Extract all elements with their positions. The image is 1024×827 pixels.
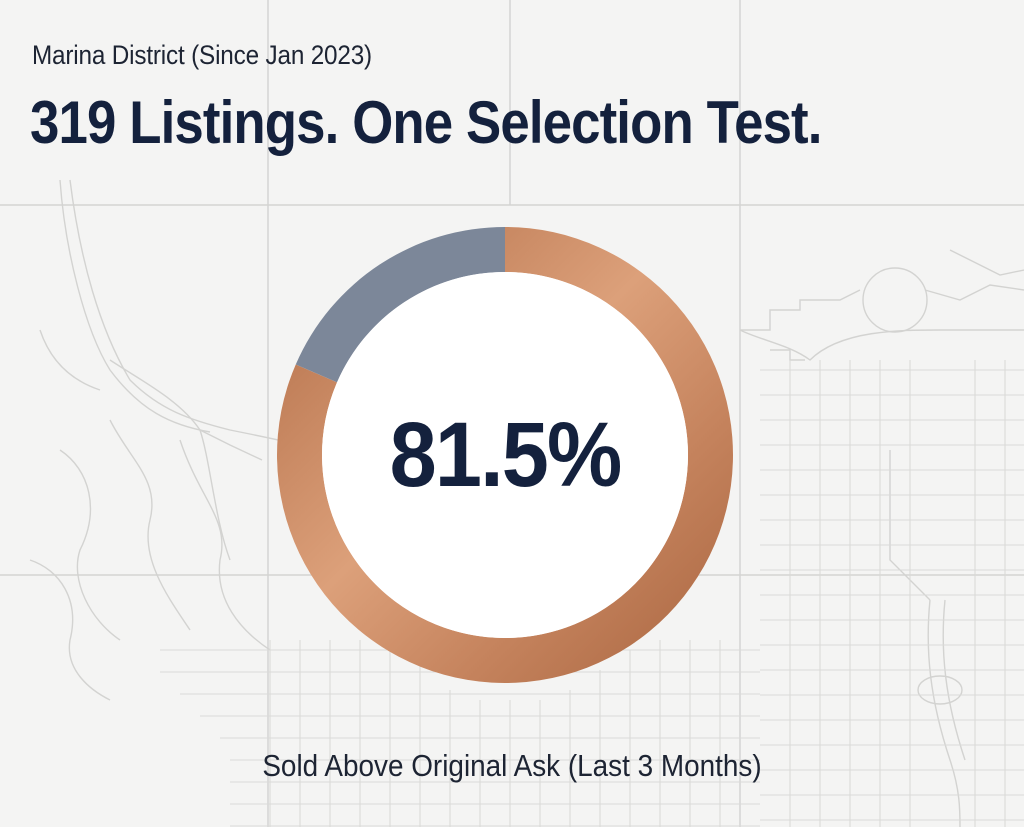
chart-title: 319 Listings. One Selection Test. bbox=[30, 89, 822, 156]
chart-caption: Sold Above Original Ask (Last 3 Months) bbox=[262, 748, 762, 783]
donut-chart bbox=[277, 227, 733, 683]
chart-subtitle: Marina District (Since Jan 2023) bbox=[32, 40, 372, 70]
center-value-label: 81.5% bbox=[389, 403, 623, 506]
donut-slice-remainder bbox=[295, 227, 505, 383]
donut-hole bbox=[322, 272, 688, 638]
